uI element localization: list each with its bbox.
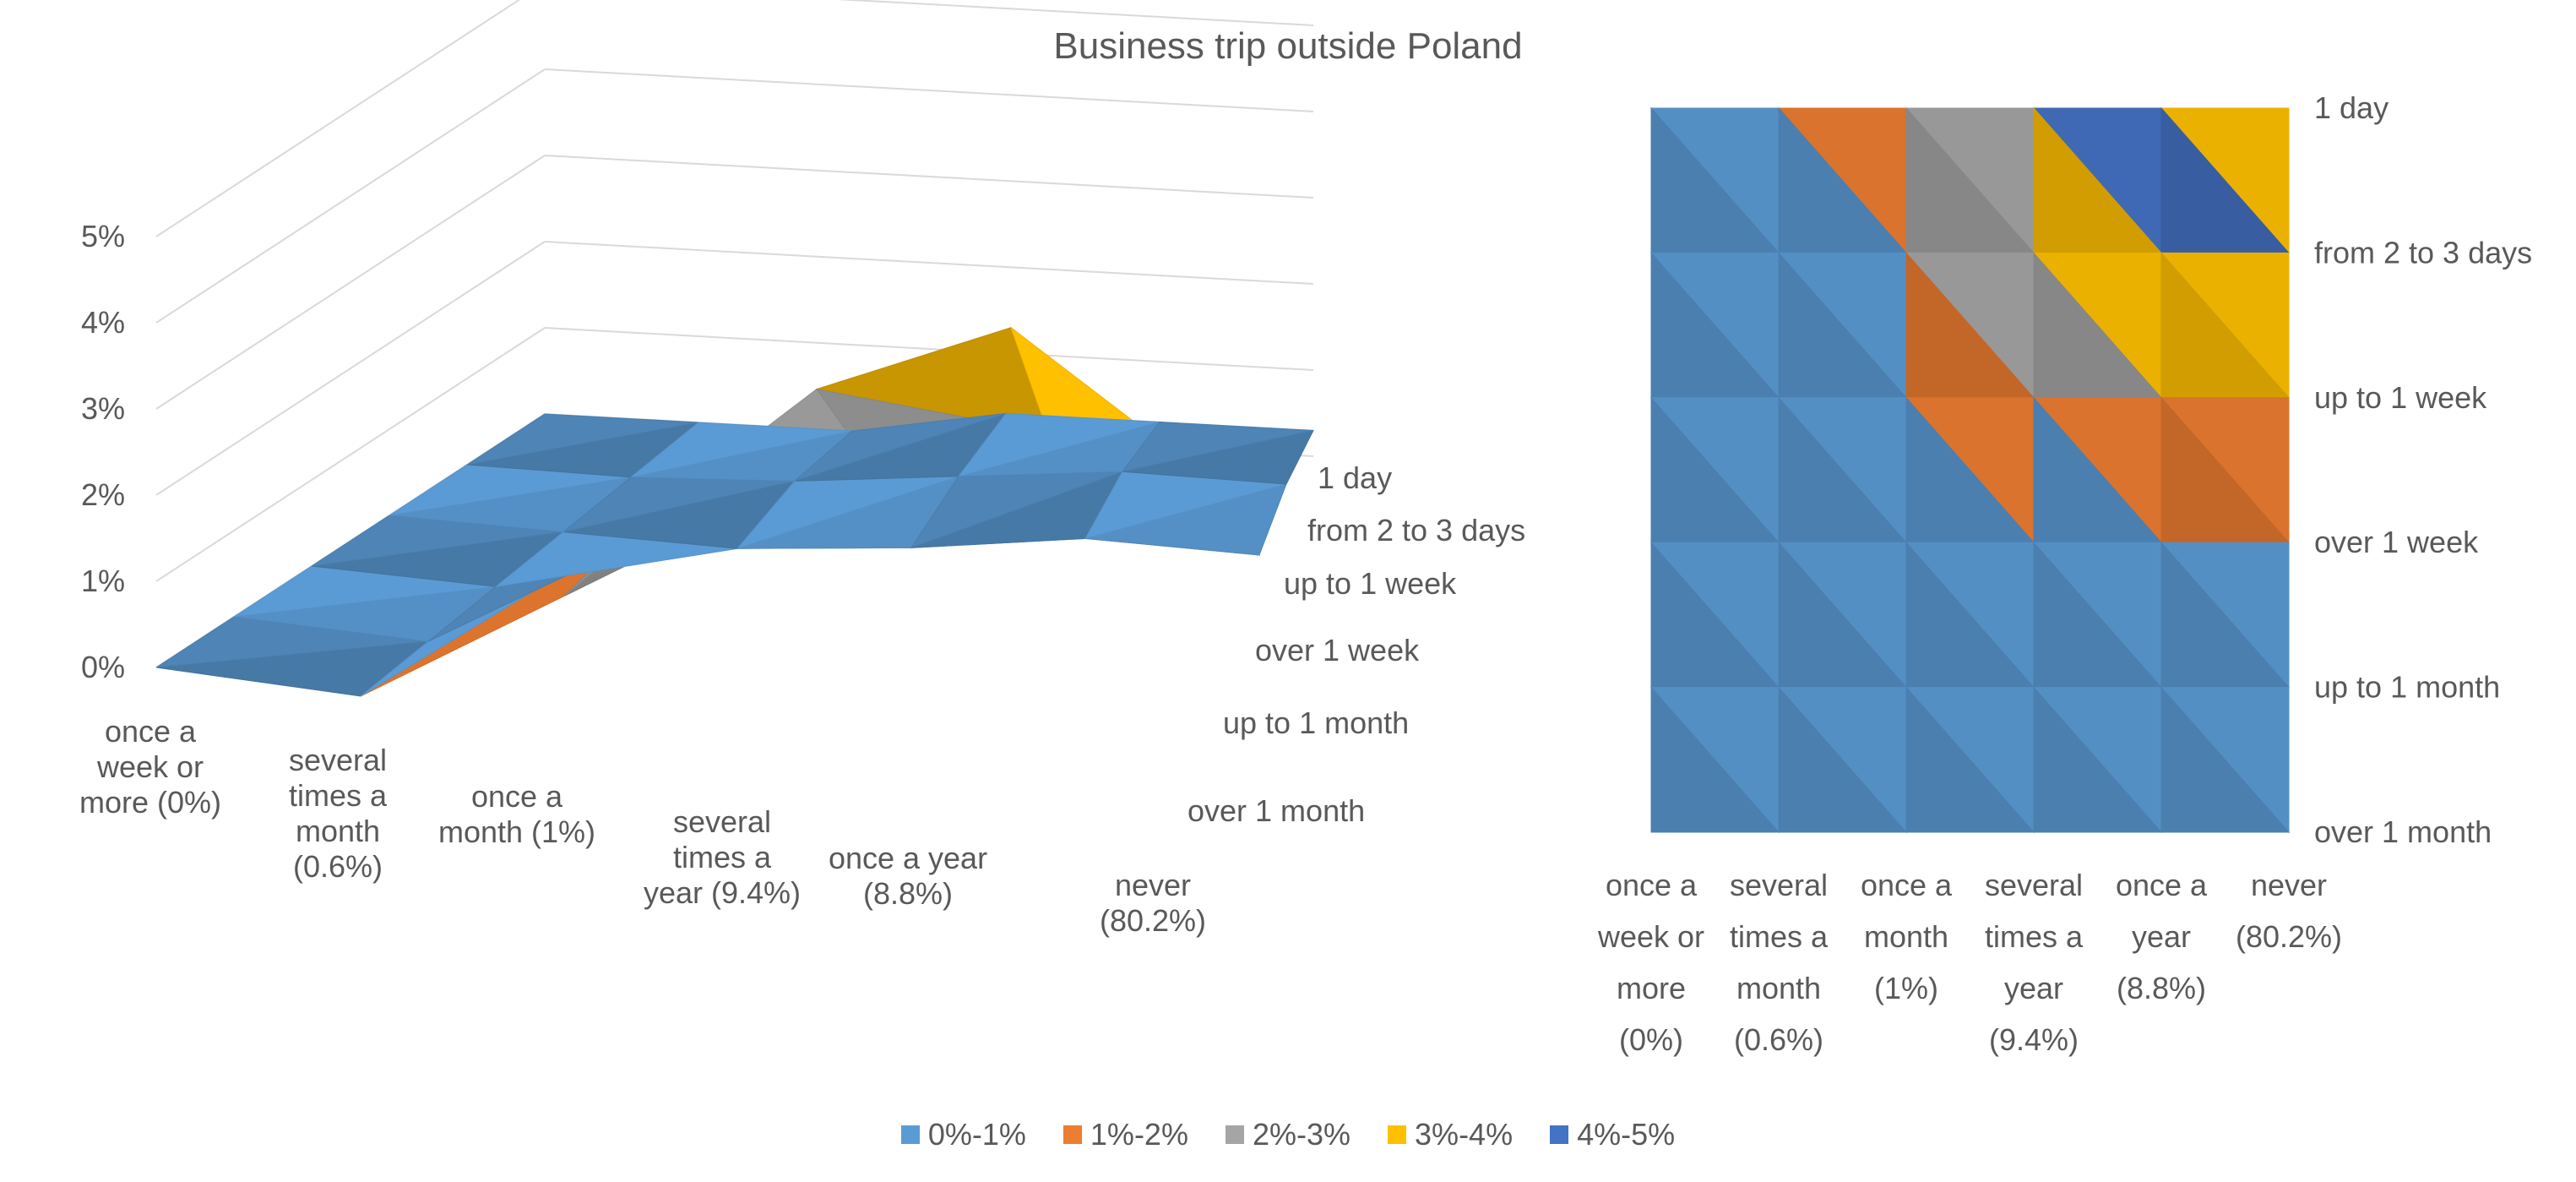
y-tick-label: up to 1 week <box>1284 566 1457 601</box>
z-gridline-back <box>544 327 1314 371</box>
z-tick-label: 0% <box>81 650 125 684</box>
z-tick-label: 5% <box>81 219 125 253</box>
legend-swatch <box>1388 1125 1407 1144</box>
chart-legend: 0%-1% 1%-2% 2%-3% 3%-4% 4%-5% <box>0 1117 2576 1152</box>
legend-label: 2%-3% <box>1252 1117 1351 1152</box>
y-tick-label: from 2 to 3 days <box>1307 513 1525 547</box>
y-tick-label-right: 1 day <box>2314 90 2389 125</box>
legend-swatch <box>900 1125 920 1144</box>
surface-facet <box>630 422 853 478</box>
legend-item: 2%-3% <box>1225 1117 1351 1152</box>
y-tick-label: over 1 month <box>1187 793 1365 828</box>
legend-label: 3%-4% <box>1415 1117 1514 1152</box>
z-gridline-side <box>155 155 546 410</box>
z-gridline-back <box>544 155 1314 199</box>
contour-cell <box>1905 686 2035 833</box>
x-tick-label-right: once a month (1%) <box>1861 868 1953 1005</box>
x-tick-label-right: several times a year (9.4%) <box>1985 868 2084 1057</box>
x-tick-label-right: once a week or more (0%) <box>1597 868 1704 1057</box>
z-tick-label: 3% <box>81 391 125 426</box>
y-tick-label-right: up to 1 month <box>2314 670 2500 705</box>
y-tick-label: over 1 week <box>1255 633 1420 667</box>
y-tick-label-right: over 1 week <box>2314 525 2479 559</box>
x-tick-label: once a month (1%) <box>438 779 595 849</box>
x-tick-label: once a week or more (0%) <box>79 714 221 820</box>
z-gridline-back <box>544 68 1314 112</box>
z-gridline-side <box>155 0 521 237</box>
legend-item: 0%-1% <box>900 1117 1026 1152</box>
y-tick-label: 1 day <box>1318 460 1392 495</box>
x-tick-label: several times a year (9.4%) <box>644 804 801 910</box>
z-gridlines <box>155 0 1314 668</box>
surface-facet <box>794 412 1007 482</box>
legend-item: 1%-2% <box>1062 1117 1188 1152</box>
z-gridline-side <box>155 327 546 582</box>
y-tick-label: up to 1 month <box>1223 705 1409 740</box>
legend-label: 1%-2% <box>1090 1117 1188 1152</box>
y-tick-label-right: over 1 month <box>2314 814 2492 849</box>
legend-item: 4%-5% <box>1550 1117 1675 1152</box>
legend-label: 4%-5% <box>1577 1117 1676 1152</box>
legend-item: 3%-4% <box>1388 1117 1513 1152</box>
x-tick-label-right: once a year (8.8%) <box>2116 868 2208 1005</box>
z-tick-label: 4% <box>81 305 125 340</box>
z-gridline-side <box>155 241 546 496</box>
x-tick-label-right: several times a month (0.6%) <box>1730 868 1829 1057</box>
surface-facet <box>1121 421 1314 472</box>
legend-swatch <box>1550 1125 1569 1144</box>
contour-cell <box>2160 686 2291 833</box>
surface-facet <box>957 412 1160 477</box>
z-gridline-side <box>155 68 546 324</box>
legend-label: 0%-1% <box>927 1117 1026 1152</box>
y-tick-label-right: up to 1 week <box>2314 380 2487 415</box>
surface-facet <box>466 413 699 466</box>
chart-title: Business trip outside Poland <box>1053 25 1523 67</box>
z-tick-label: 2% <box>81 477 125 512</box>
x-tick-label-right: never (80.2%) <box>2236 868 2342 954</box>
contour-cell <box>1778 686 1908 833</box>
z-gridline-back <box>544 241 1314 285</box>
legend-swatch <box>1062 1125 1082 1144</box>
contour-plot: 1 day from 2 to 3 days up to 1 week over 1 … <box>1597 90 2532 1057</box>
surface-3d-plot: 0% 1% 2% 3% 4% 5% once a week or more (0%) severa… <box>79 0 1525 938</box>
contour-cell <box>1650 686 1780 833</box>
z-tick-label: 1% <box>81 564 125 598</box>
legend-swatch <box>1225 1125 1244 1144</box>
surface-faces <box>155 326 1314 697</box>
x-tick-label: never (80.2%) <box>1100 868 1206 938</box>
y-tick-label-right: from 2 to 3 days <box>2314 235 2532 270</box>
x-tick-label: several times a month (0.6%) <box>289 743 388 884</box>
z-gridline-back <box>836 0 1314 26</box>
x-tick-label: once a year (8.8%) <box>829 841 987 911</box>
contour-cell <box>2033 686 2163 833</box>
